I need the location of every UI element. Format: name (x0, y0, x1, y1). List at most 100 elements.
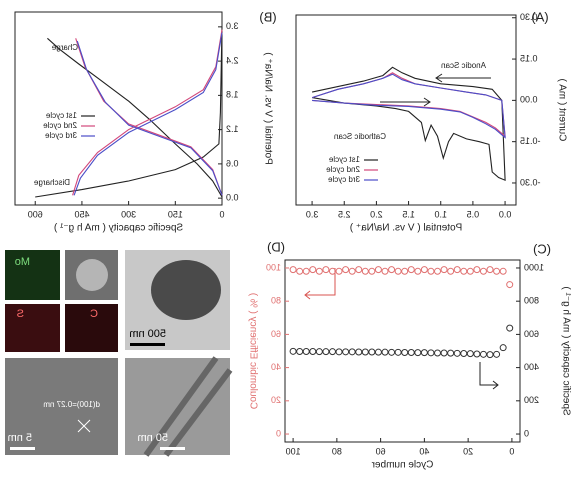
y-tick-label: 800 (524, 296, 539, 306)
point (348, 267, 356, 275)
panel-label: (B) (259, 9, 276, 24)
scale-bar (160, 447, 185, 450)
point (361, 348, 369, 356)
y-tick-label: 3.0 (226, 21, 239, 31)
x-tick-label: 3.0 (306, 209, 319, 219)
legend-label: 2nd cycle (43, 121, 77, 130)
panel-label: (A) (531, 9, 548, 24)
plot-frame (14, 11, 223, 206)
point (427, 349, 435, 357)
point (493, 267, 501, 275)
point (302, 347, 310, 355)
annotation: Cathodic Scan (334, 132, 386, 141)
point (355, 348, 363, 356)
point (388, 266, 396, 274)
point (296, 267, 304, 275)
point (342, 266, 350, 274)
point (322, 266, 330, 274)
y-axis-label: Specific capacity ( mA h g⁻¹ ) (560, 286, 571, 415)
y-tick-label: 0.00 (520, 95, 538, 105)
point (440, 266, 448, 274)
eds-map (65, 304, 118, 352)
series-line (311, 66, 506, 182)
scale-bar-label: 5 nm (8, 432, 32, 444)
point (434, 349, 442, 357)
point (342, 348, 350, 356)
point (289, 347, 297, 355)
point (388, 348, 396, 356)
panel-label: (C) (533, 241, 551, 256)
particle (151, 260, 221, 320)
point (447, 267, 455, 275)
point (374, 266, 382, 274)
point (506, 324, 514, 332)
y-tick-label: 0 (524, 428, 529, 438)
y-tick-label: 0.15 (520, 53, 538, 63)
point (394, 267, 402, 275)
point (335, 348, 343, 356)
x-tick-label: 450 (74, 209, 89, 219)
point (322, 348, 330, 356)
y-tick-label: 0.6 (226, 158, 239, 168)
point (499, 267, 507, 275)
x-tick-label: 1.5 (402, 209, 415, 219)
y-axis-label: Current ( mA ) (556, 79, 567, 142)
sheet (143, 356, 233, 457)
x-tick-label: 20 (463, 446, 473, 456)
eds-label: S (17, 308, 24, 320)
point (453, 349, 461, 357)
point (420, 266, 428, 274)
y-tick-label: 1.2 (226, 124, 239, 134)
eds-map (5, 304, 60, 352)
eds-label: C (90, 308, 98, 320)
y2-tick-label: 0 (276, 428, 281, 438)
point (434, 267, 442, 275)
eds-label: Mo (15, 256, 30, 268)
point (407, 348, 415, 356)
point (486, 351, 494, 359)
eds-map (5, 250, 60, 300)
arrow (380, 97, 431, 107)
y-tick-label: 200 (524, 395, 539, 405)
particle (76, 259, 108, 291)
point (479, 350, 487, 358)
annotation: Charge (51, 43, 78, 52)
x-axis-label: Potential ( V vs. Na/Na⁺ ) (350, 223, 463, 234)
arrow (304, 268, 336, 300)
x-tick-label: 80 (332, 446, 342, 456)
x-tick-label: 600 (28, 209, 43, 219)
point (473, 350, 481, 358)
y2-axis-label: Coulombic Efficiency ( % ) (247, 293, 258, 410)
y2-tick-label: 100 (266, 262, 281, 272)
scale-bar (10, 447, 35, 450)
series-line (73, 32, 223, 196)
y2-tick-label: 80 (271, 296, 281, 306)
point (315, 348, 323, 356)
y-tick-label: 1.8 (226, 90, 239, 100)
point (309, 266, 317, 274)
y-tick-label: -0.30 (520, 177, 541, 187)
point (315, 267, 323, 275)
point (447, 349, 455, 357)
x-tick-label: 0.0 (499, 209, 512, 219)
point (453, 266, 461, 274)
annotation: Anodic Scan (441, 61, 486, 70)
point (473, 266, 481, 274)
x-tick-label: 300 (121, 209, 136, 219)
plot-frame (284, 259, 521, 443)
point (348, 348, 356, 356)
scale-bar-label: 500 nm (129, 328, 166, 340)
series-line (35, 26, 223, 198)
point (368, 267, 376, 275)
point (414, 349, 422, 357)
x-tick-label: 2.5 (338, 209, 351, 219)
point (381, 267, 389, 275)
point (381, 348, 389, 356)
x-tick-label: 0 (219, 209, 224, 219)
y-tick-label: 2.4 (226, 55, 239, 65)
x-axis-label: Specific capacity ( mA h g⁻¹ ) (54, 223, 183, 234)
point (499, 344, 507, 352)
point (440, 349, 448, 357)
point (394, 348, 402, 356)
point (466, 267, 474, 275)
